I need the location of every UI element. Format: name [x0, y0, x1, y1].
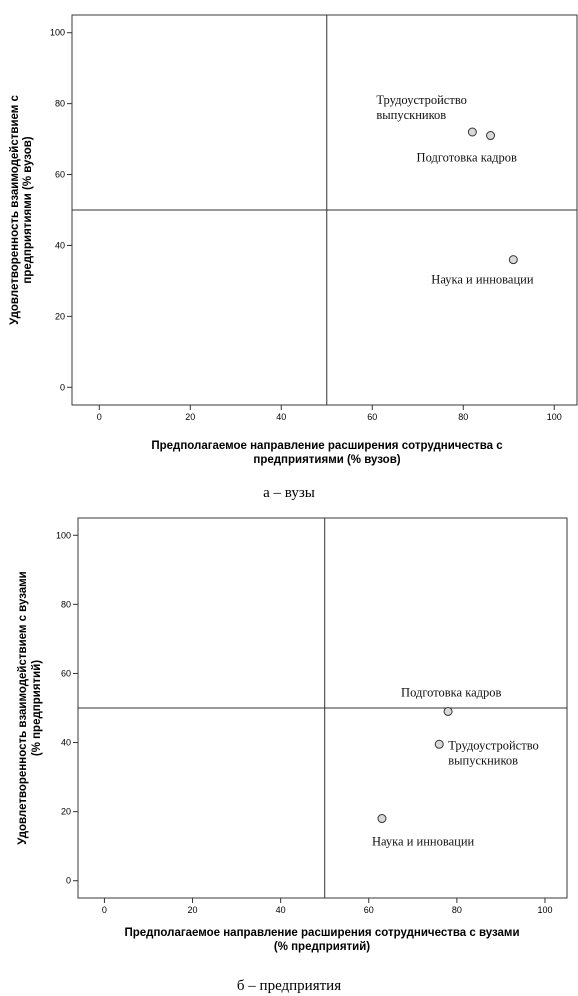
x-tick-label: 60	[364, 905, 374, 915]
data-point-label: Подготовка кадров	[417, 151, 517, 165]
x-axis-title: Предполагаемое направление расширения со…	[151, 440, 503, 452]
data-point	[467, 127, 477, 137]
x-tick-label: 100	[547, 412, 562, 422]
data-point-label: Подготовка кадров	[401, 685, 501, 699]
x-tick-label: 80	[452, 905, 462, 915]
y-axis-title: (% предприятий)	[31, 660, 43, 756]
y-tick-label: 100	[56, 530, 71, 540]
data-point-label: Наука и инновации	[431, 273, 534, 287]
data-point-label: выпускников	[376, 108, 446, 122]
scatter-panel-2: 0 20 40 60 80 100 0 20 40 60 80 100 Удовлетворенност…	[17, 517, 568, 994]
data-point	[443, 706, 453, 716]
x-tick-label: 80	[458, 412, 468, 422]
x-tick-label: 0	[97, 412, 102, 422]
x-tick-label: 0	[102, 905, 107, 915]
data-point	[486, 131, 496, 141]
y-axis-title: Удовлетворенность взаимодействием с вуза…	[17, 571, 29, 844]
y-tick-label: 0	[60, 382, 65, 392]
x-tick-label: 20	[188, 905, 198, 915]
x-axis-title: Предполагаемое направление расширения со…	[124, 927, 519, 939]
y-tick-label: 60	[55, 170, 65, 180]
x-tick-label: 100	[537, 905, 552, 915]
y-tick-label: 80	[55, 99, 65, 109]
y-tick-label: 20	[61, 807, 71, 817]
figure-caption: б – предприятия	[237, 978, 341, 994]
y-tick-label: 80	[61, 599, 71, 609]
data-point-label: Трудоустройство	[448, 738, 539, 752]
y-tick-label: 40	[61, 738, 71, 748]
scatter-panel-1: 0 20 40 60 80 100 0 20 40 60 80 100 Удовлетворенност…	[9, 14, 578, 501]
data-point-label: Наука и инновации	[372, 835, 475, 849]
y-tick-label: 40	[55, 240, 65, 250]
x-tick-label: 40	[276, 905, 286, 915]
figure-caption: а – вузы	[263, 485, 315, 501]
x-tick-label: 60	[367, 412, 377, 422]
data-point-label: выпускников	[448, 753, 518, 767]
y-tick-label: 60	[61, 668, 71, 678]
y-axis-title: предприятиями (% вузов)	[22, 136, 34, 283]
data-point	[434, 739, 444, 749]
y-axis-title: Удовлетворенность взаимодействием с	[9, 95, 21, 325]
x-axis-title: (% предприятий)	[274, 941, 370, 953]
y-tick-label: 0	[66, 876, 71, 886]
data-point	[377, 814, 387, 824]
x-axis-title: предприятиями (% вузов)	[253, 454, 400, 466]
y-tick-label: 20	[55, 311, 65, 321]
x-tick-label: 40	[276, 412, 286, 422]
x-tick-label: 20	[185, 412, 195, 422]
data-point-label: Трудоустройство	[376, 93, 467, 107]
y-tick-label: 100	[50, 28, 65, 38]
data-point	[508, 255, 518, 265]
